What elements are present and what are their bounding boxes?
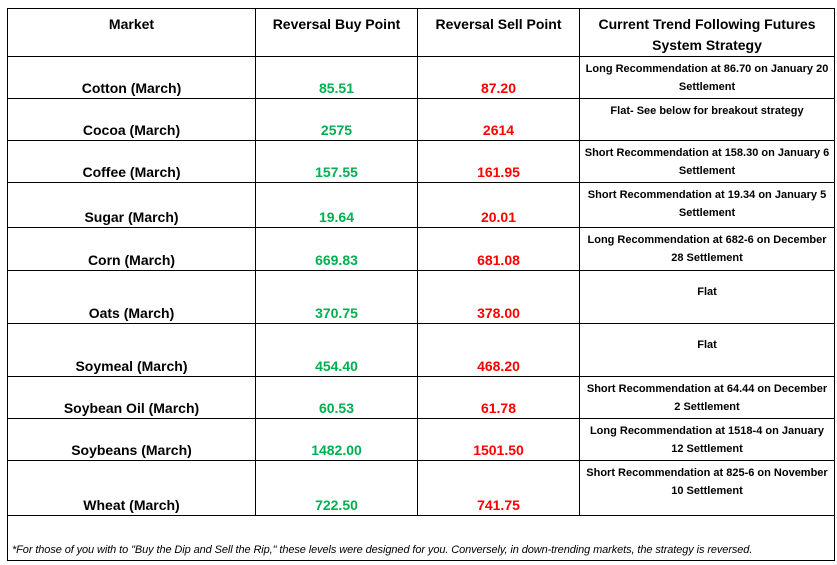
buy-point: 722.50: [255, 460, 418, 516]
strategy-text: Short Recommendation at 825-6 on Novembe…: [579, 460, 835, 516]
market-name: Coffee (March): [7, 140, 256, 183]
sell-point: 87.20: [417, 56, 580, 99]
buy-point: 454.40: [255, 323, 418, 377]
table-row: Sugar (March) 19.64 20.01 Short Recommen…: [7, 182, 835, 228]
table-row: Oats (March) 370.75 378.00 Flat: [7, 270, 835, 324]
market-name: Cocoa (March): [7, 98, 256, 141]
sell-point: 681.08: [417, 227, 580, 271]
sell-point: 741.75: [417, 460, 580, 516]
futures-table: Market Reversal Buy Point Reversal Sell …: [7, 8, 835, 561]
table-row: Corn (March) 669.83 681.08 Long Recommen…: [7, 227, 835, 271]
market-name: Wheat (March): [7, 460, 256, 516]
market-name: Oats (March): [7, 270, 256, 324]
table-row: Wheat (March) 722.50 741.75 Short Recomm…: [7, 460, 835, 516]
sell-header: Reversal Sell Point: [417, 8, 580, 57]
strategy-text: Short Recommendation at 64.44 on Decembe…: [579, 376, 835, 419]
sell-point: 2614: [417, 98, 580, 141]
market-header: Market: [7, 8, 256, 57]
strategy-text: Long Recommendation at 682-6 on December…: [579, 227, 835, 271]
sell-point: 161.95: [417, 140, 580, 183]
table-row: Soybeans (March) 1482.00 1501.50 Long Re…: [7, 418, 835, 461]
strategy-text: Long Recommendation at 86.70 on January …: [579, 56, 835, 99]
buy-point: 19.64: [255, 182, 418, 228]
market-name: Soymeal (March): [7, 323, 256, 377]
strategy-text: Long Recommendation at 1518-4 on January…: [579, 418, 835, 461]
buy-point: 669.83: [255, 227, 418, 271]
header-row: Market Reversal Buy Point Reversal Sell …: [7, 8, 835, 57]
table-row: Coffee (March) 157.55 161.95 Short Recom…: [7, 140, 835, 183]
sell-point: 378.00: [417, 270, 580, 324]
sell-point: 1501.50: [417, 418, 580, 461]
buy-point: 370.75: [255, 270, 418, 324]
buy-point: 1482.00: [255, 418, 418, 461]
market-name: Corn (March): [7, 227, 256, 271]
footnote-row: *For those of you with to "Buy the Dip a…: [7, 515, 835, 561]
footnote: *For those of you with to "Buy the Dip a…: [7, 515, 835, 561]
market-name: Soybean Oil (March): [7, 376, 256, 419]
sell-point: 20.01: [417, 182, 580, 228]
market-name: Cotton (March): [7, 56, 256, 99]
strategy-text: Flat: [579, 270, 835, 324]
table-row: Soybean Oil (March) 60.53 61.78 Short Re…: [7, 376, 835, 419]
table-row: Cotton (March) 85.51 87.20 Long Recommen…: [7, 56, 835, 99]
strategy-text: Flat- See below for breakout strategy: [579, 98, 835, 141]
market-name: Sugar (March): [7, 182, 256, 228]
sell-point: 468.20: [417, 323, 580, 377]
table-row: Soymeal (March) 454.40 468.20 Flat: [7, 323, 835, 377]
buy-header: Reversal Buy Point: [255, 8, 418, 57]
buy-point: 85.51: [255, 56, 418, 99]
table-row: Cocoa (March) 2575 2614 Flat- See below …: [7, 98, 835, 141]
buy-point: 2575: [255, 98, 418, 141]
strategy-text: Short Recommendation at 158.30 on Januar…: [579, 140, 835, 183]
sell-point: 61.78: [417, 376, 580, 419]
strategy-text: Flat: [579, 323, 835, 377]
strategy-header: Current Trend Following Futures System S…: [579, 8, 835, 57]
buy-point: 60.53: [255, 376, 418, 419]
buy-point: 157.55: [255, 140, 418, 183]
market-name: Soybeans (March): [7, 418, 256, 461]
strategy-text: Short Recommendation at 19.34 on January…: [579, 182, 835, 228]
